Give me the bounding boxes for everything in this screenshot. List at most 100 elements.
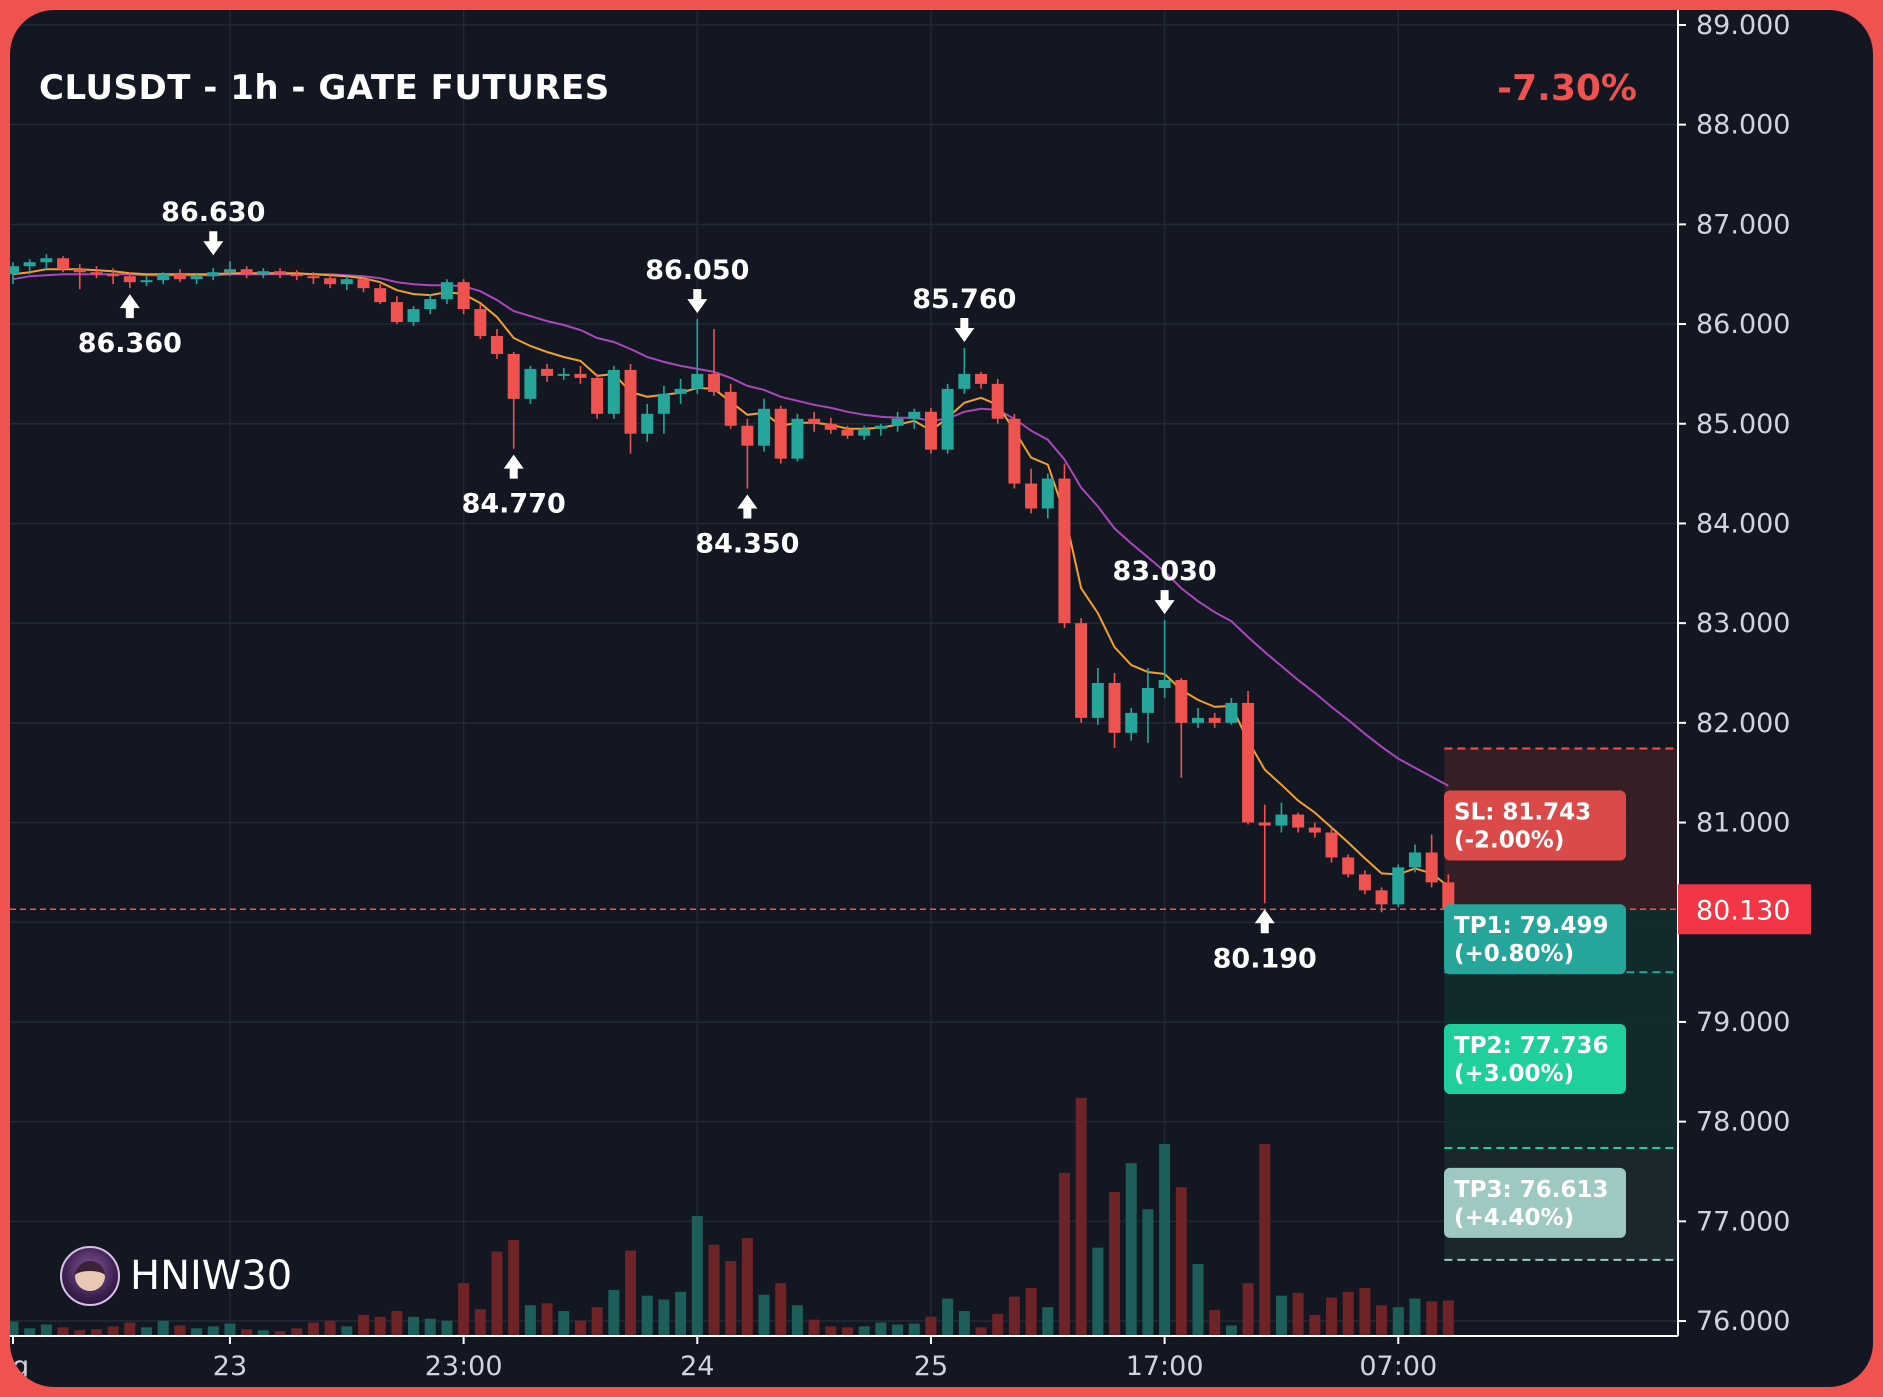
volume-bar — [391, 1311, 403, 1336]
volume-bar — [925, 1316, 937, 1336]
volume-bar — [74, 1330, 86, 1336]
candle-body — [1025, 483, 1038, 509]
volume-bar — [1109, 1192, 1121, 1336]
price-change: -7.30% — [1497, 68, 1637, 109]
candle-body — [991, 383, 1004, 419]
candle-body — [758, 408, 771, 446]
candle-body — [107, 274, 120, 277]
tp1-label-box — [1444, 904, 1626, 975]
volume-bar — [625, 1250, 637, 1336]
candle-body — [1075, 623, 1088, 718]
candle-body — [457, 282, 470, 310]
volume-bar — [24, 1328, 36, 1336]
tp2-label-box — [1444, 1023, 1626, 1094]
x-tick-label: g — [12, 1351, 29, 1382]
candle-body — [1108, 682, 1121, 733]
candle-body — [1175, 679, 1188, 723]
volume-bar — [1075, 1097, 1087, 1336]
volume-bar — [1392, 1307, 1404, 1336]
candle-body — [741, 425, 754, 446]
brand-name: HNIW30 — [130, 1253, 293, 1299]
volume-bar — [641, 1295, 653, 1336]
candle-body — [891, 418, 904, 426]
annotation: 83.030 — [1113, 556, 1217, 587]
candle-body — [10, 266, 19, 275]
volume-bar — [57, 1327, 69, 1336]
volume-bar — [658, 1299, 670, 1336]
candle-body — [557, 373, 570, 376]
volume-bar — [591, 1307, 603, 1336]
volume-bar — [107, 1326, 119, 1336]
volume-bar — [224, 1323, 236, 1336]
candle-body — [524, 368, 537, 399]
tp3-label-price: TP3: 76.613 — [1454, 1177, 1609, 1203]
volume-bar — [942, 1298, 954, 1336]
candle-body — [1125, 712, 1138, 733]
candle-body — [23, 262, 36, 267]
x-tick-label: 23:00 — [425, 1351, 503, 1382]
low-label: 86.360 — [78, 328, 182, 359]
volume-bar — [157, 1320, 169, 1336]
candle-body — [440, 282, 453, 300]
volume-bar — [842, 1327, 853, 1336]
y-tick-label: 77.000 — [1696, 1206, 1790, 1237]
volume-bar — [892, 1324, 904, 1336]
arrow-up-icon — [1254, 909, 1275, 934]
candle-body — [491, 336, 504, 354]
volume-bar — [541, 1303, 553, 1336]
candle-body — [908, 411, 921, 419]
low-label: 84.350 — [695, 529, 799, 560]
candle-body — [1275, 814, 1288, 826]
volume-bar — [441, 1320, 453, 1336]
volume-bar — [1225, 1325, 1237, 1336]
candle-body — [791, 418, 804, 459]
volume-bar — [1242, 1283, 1254, 1336]
candle-body — [374, 288, 387, 303]
candle-body — [190, 276, 203, 280]
candle-body — [1158, 679, 1171, 688]
volume-bar — [725, 1261, 737, 1336]
volume-bar — [1008, 1296, 1020, 1336]
annotation: 84.770 — [462, 489, 566, 520]
volume-bar — [291, 1328, 303, 1336]
candle-body — [1258, 822, 1271, 826]
volume-bar — [1342, 1291, 1354, 1336]
candle-body — [57, 258, 70, 270]
candle-body — [707, 373, 720, 392]
current-price-label: 80.130 — [1696, 895, 1790, 926]
low-label: 84.770 — [462, 489, 566, 520]
candle-body — [1442, 882, 1455, 910]
volume-bar — [1409, 1298, 1421, 1336]
candle-body — [841, 429, 854, 436]
arrow-down-icon — [1154, 590, 1175, 615]
candle-body — [240, 269, 253, 275]
brand: HNIW30 — [60, 1246, 292, 1306]
tp2-label-percent: (+3.00%) — [1454, 1061, 1574, 1087]
tp2-label-price: TP2: 77.736 — [1454, 1033, 1609, 1059]
volume-bar — [1442, 1300, 1454, 1336]
volume-bar — [958, 1311, 970, 1336]
volume-bar — [875, 1322, 887, 1336]
volume-bar — [374, 1316, 386, 1336]
volume-bar — [791, 1305, 803, 1336]
volume-bar — [558, 1311, 570, 1336]
annotation: 80.190 — [1213, 943, 1317, 974]
y-tick-label: 79.000 — [1696, 1007, 1790, 1038]
volume-bar — [691, 1216, 703, 1336]
candle-body — [474, 309, 487, 337]
volume-bar — [1025, 1288, 1037, 1336]
y-tick-label: 88.000 — [1696, 110, 1790, 141]
high-label: 86.630 — [161, 197, 265, 228]
candle-body — [774, 408, 787, 459]
y-tick-label: 78.000 — [1696, 1107, 1790, 1138]
volume-bar — [1359, 1288, 1371, 1336]
candle-body — [624, 369, 637, 434]
volume-bar — [858, 1326, 870, 1336]
volume-bar — [1326, 1297, 1338, 1336]
candle-body — [1375, 890, 1388, 905]
candle-body — [541, 368, 554, 376]
y-tick-label: 81.000 — [1696, 808, 1790, 839]
candle-body — [1292, 814, 1305, 828]
price-chart[interactable]: 86.630 86.360 86.050 84.770 85.760 84.350 83.0… — [10, 10, 1873, 1387]
volume-bar — [1292, 1292, 1304, 1336]
